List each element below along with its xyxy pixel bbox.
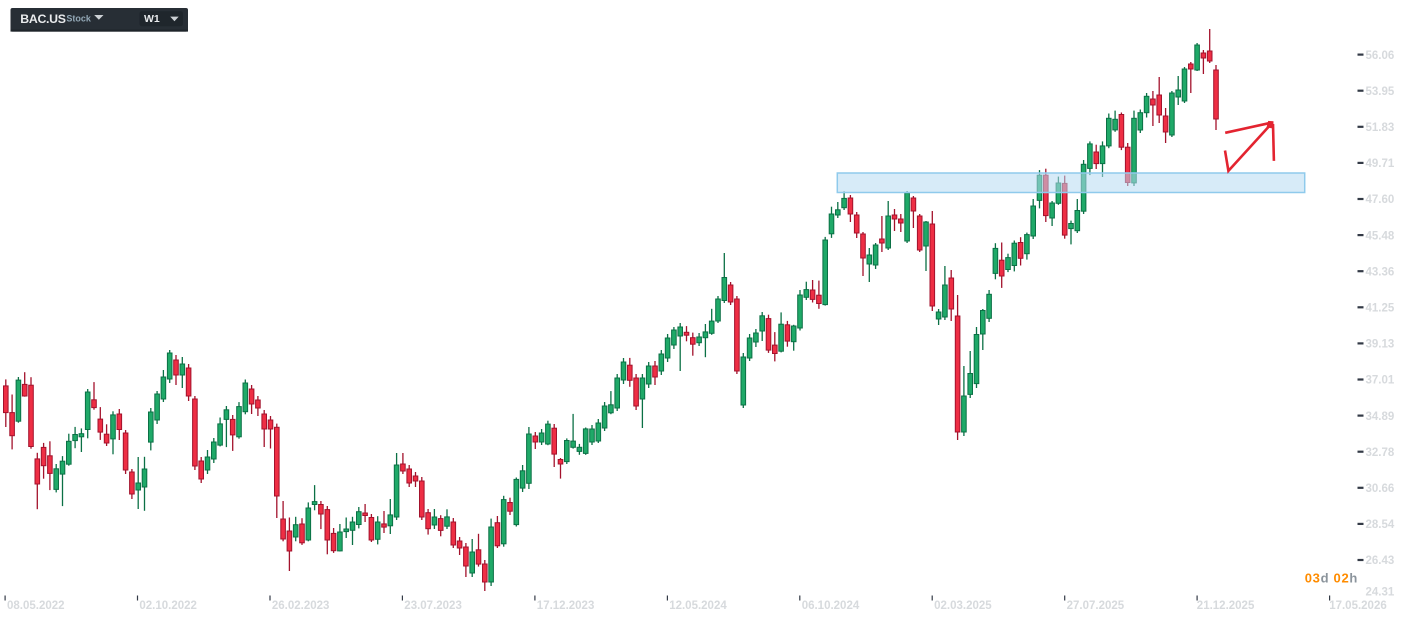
svg-text:37.01: 37.01 xyxy=(1366,375,1395,387)
svg-text:28.54: 28.54 xyxy=(1366,519,1395,531)
svg-text:03d 02h: 03d 02h xyxy=(1305,571,1358,586)
svg-text:23.07.2023: 23.07.2023 xyxy=(404,600,462,612)
svg-text:08.05.2022: 08.05.2022 xyxy=(7,600,65,612)
svg-text:56.06: 56.06 xyxy=(1366,50,1395,62)
svg-text:W1: W1 xyxy=(144,13,160,25)
svg-text:02.03.2025: 02.03.2025 xyxy=(934,600,992,612)
svg-text:45.48: 45.48 xyxy=(1366,230,1395,242)
svg-text:21.12.2025: 21.12.2025 xyxy=(1197,600,1255,612)
svg-text:Stock: Stock xyxy=(66,13,92,23)
svg-text:27.07.2025: 27.07.2025 xyxy=(1067,600,1125,612)
svg-text:41.25: 41.25 xyxy=(1366,303,1395,315)
svg-text:30.66: 30.66 xyxy=(1366,483,1395,495)
svg-text:47.60: 47.60 xyxy=(1366,194,1395,206)
svg-text:17.05.2026: 17.05.2026 xyxy=(1329,600,1387,612)
svg-text:34.89: 34.89 xyxy=(1366,411,1395,423)
svg-text:39.13: 39.13 xyxy=(1366,339,1395,351)
svg-text:53.95: 53.95 xyxy=(1366,86,1395,98)
svg-text:BAC.US: BAC.US xyxy=(20,12,65,26)
svg-text:24.31: 24.31 xyxy=(1366,587,1395,599)
svg-text:51.83: 51.83 xyxy=(1366,122,1395,134)
svg-text:32.78: 32.78 xyxy=(1366,447,1395,459)
svg-text:49.71: 49.71 xyxy=(1366,158,1395,170)
svg-text:17.12.2023: 17.12.2023 xyxy=(537,600,595,612)
svg-text:43.36: 43.36 xyxy=(1366,266,1395,278)
svg-text:26.02.2023: 26.02.2023 xyxy=(272,600,330,612)
svg-text:26.43: 26.43 xyxy=(1366,555,1395,567)
svg-text:02.10.2022: 02.10.2022 xyxy=(139,600,197,612)
svg-text:06.10.2024: 06.10.2024 xyxy=(802,600,860,612)
svg-text:12.05.2024: 12.05.2024 xyxy=(669,600,727,612)
